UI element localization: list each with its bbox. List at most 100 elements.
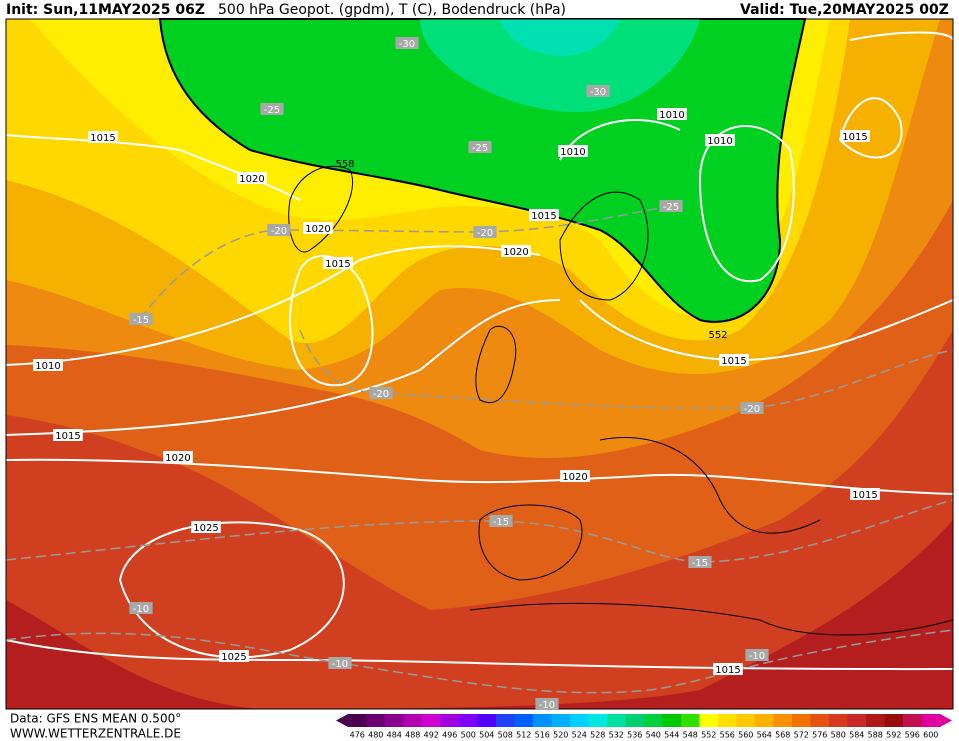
isobar-label-box (529, 209, 559, 221)
colorbar-swatch (348, 714, 367, 727)
temperature-label: -30 (586, 85, 610, 98)
isobar-label-box (840, 130, 870, 142)
colorbar-swatch (699, 714, 719, 727)
colorbar-label: 572 (794, 731, 809, 740)
isobar (698, 125, 795, 283)
temperature-label: -30 (395, 37, 419, 50)
colorbar-swatch (570, 714, 589, 727)
geopotential-label-text: 558 (335, 159, 354, 170)
colorbar-swatch (459, 714, 478, 727)
colorbar-label: 552 (701, 731, 716, 740)
temperature-label-box (740, 402, 764, 414)
colorbar-swatch (681, 714, 700, 727)
isobar-label-text: 1015 (842, 132, 867, 143)
coast (475, 325, 517, 403)
temperature-label: -25 (659, 200, 683, 213)
colorbar-swatch (533, 714, 552, 727)
colorbar-label: 484 (387, 731, 402, 740)
colorbar-label: 496 (442, 731, 457, 740)
isobar-label-box (850, 488, 880, 500)
coast (599, 437, 821, 534)
colorbar-swatch (829, 714, 848, 727)
colorbar-swatch (440, 714, 460, 727)
isobar-label-box (558, 145, 588, 157)
isobar-label-text: 1020 (165, 453, 190, 464)
temperature-label-box (260, 103, 284, 115)
temperature-label-box (659, 200, 683, 212)
temperature-isolines (5, 205, 954, 694)
colorbar-swatch (625, 714, 645, 727)
temperature-label: -20 (740, 402, 764, 415)
map-title: 500 hPa Geopot. (gpdm), T (C), Bodendruc… (218, 2, 566, 18)
isobar-label-text: 1020 (503, 247, 528, 258)
isobar-label-box (219, 650, 249, 662)
isobar-label-text: 1015 (325, 259, 350, 270)
temperature-label-text: -30 (399, 39, 415, 50)
coast (559, 191, 649, 301)
isobar-label: 1015 (88, 131, 118, 144)
band-552 (158, 18, 807, 323)
temperature-label-text: -30 (590, 87, 606, 98)
temperature-label-box (468, 141, 492, 153)
temperature-label-box (473, 226, 497, 238)
colorbar-label: 560 (738, 731, 753, 740)
isobar-label-box (705, 134, 735, 146)
temperature-label-box (328, 657, 352, 669)
coast (478, 504, 583, 581)
isobar-label-text: 1020 (239, 174, 264, 185)
temperature-label-box (395, 37, 419, 49)
colorbar-label: 548 (683, 731, 698, 740)
geopotential-label: 558 (335, 159, 354, 170)
colorbar-label: 504 (479, 731, 494, 740)
temperature-label: -25 (260, 103, 284, 116)
temperature-label-text: -10 (133, 604, 149, 615)
temperature-label-text: -20 (271, 226, 287, 237)
temperature-label-box (129, 313, 153, 325)
colorbar-swatch (792, 714, 811, 727)
geopotential-label-text: 552 (708, 330, 727, 341)
colorbar-swatch (755, 714, 774, 727)
isobar-label-text: 1015 (852, 490, 877, 501)
isobar-label-text: 1010 (560, 147, 585, 158)
temperature-label: -10 (129, 602, 153, 615)
colorbar-label: 580 (831, 731, 846, 740)
isobar-label: 1020 (303, 222, 333, 235)
colorbar-label: 500 (461, 731, 476, 740)
temperature-label: -20 (369, 387, 393, 400)
colorbar-swatch (551, 714, 571, 727)
isobar-label-box (191, 521, 221, 533)
temperature-label-text: -15 (692, 558, 708, 569)
temperature-label: -10 (328, 657, 352, 670)
temperature-label-box (535, 698, 559, 710)
colorbar-label: 556 (720, 731, 735, 740)
isobar-label: 1010 (657, 108, 687, 121)
colorbar-label: 588 (868, 731, 883, 740)
isotherm (139, 205, 672, 320)
isobar-label-text: 1025 (193, 523, 218, 534)
coastlines (288, 165, 954, 636)
website: WWW.WETTERZENTRALE.DE (10, 727, 181, 741)
map-frame (5, 18, 954, 710)
colorbar-swatch (773, 714, 793, 727)
temperature-label-box (688, 556, 712, 568)
temperature-label-box (489, 515, 513, 527)
isobars (5, 31, 954, 671)
isobar-label: 1010 (558, 145, 588, 158)
colorbar-swatch (866, 714, 885, 727)
temperature-label-box (369, 387, 393, 399)
isobar-label-text: 1015 (721, 356, 746, 367)
colorbar-label: 564 (757, 731, 772, 740)
colorbar-swatch (477, 714, 497, 727)
isobar-label-box (560, 470, 590, 482)
isobar-label-box (713, 663, 743, 675)
isobar-label-text: 1015 (531, 211, 556, 222)
isobar-label: 1015 (840, 130, 870, 143)
colorbar-swatch (847, 714, 867, 727)
isobar-label-text: 1025 (221, 652, 246, 663)
temperature-label-text: -20 (373, 389, 389, 400)
map (5, 18, 954, 710)
temperature-label-box (267, 224, 291, 236)
temperature-label-text: -25 (663, 202, 679, 213)
colorbar-swatch (884, 714, 904, 727)
